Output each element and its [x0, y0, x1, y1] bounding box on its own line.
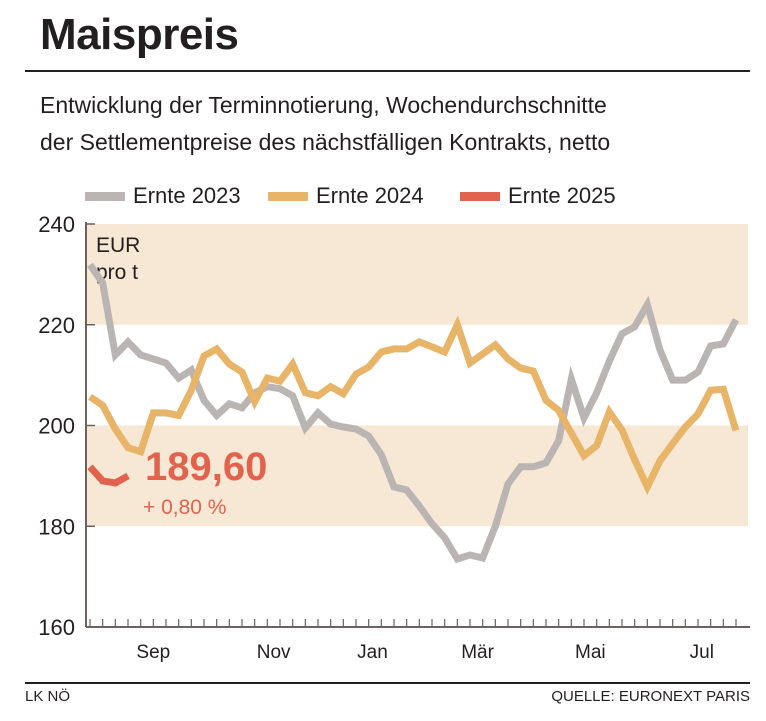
legend-item-2023: Ernte 2023 — [85, 183, 241, 209]
subtitle-line-2: der Settlementpreise des nächstfälligen … — [40, 129, 611, 155]
last-value-label: 189,60 — [145, 445, 267, 489]
series-line-ernte-2023 — [87, 262, 740, 564]
x-month-label: Sep — [136, 642, 170, 663]
chart-title: Maispreis — [40, 10, 239, 59]
subtitle-line-1: Entwicklung der Terminnotierung, Wochend… — [40, 92, 607, 118]
series-line-ernte-2025 — [87, 464, 130, 487]
y-tick-label: 240 — [38, 212, 75, 237]
x-month-label: Jul — [690, 642, 714, 663]
footer-source-right: QUELLE: EURONEXT PARIS — [551, 688, 750, 705]
footer-rule — [25, 682, 750, 684]
y-unit-label: EUR — [96, 234, 140, 257]
legend-item-2024: Ernte 2024 — [268, 183, 424, 209]
x-month-label: Mär — [461, 642, 494, 663]
y-tick-label: 220 — [38, 313, 75, 338]
band-1 — [86, 224, 748, 325]
x-month-label: Nov — [257, 642, 291, 663]
y-tick-label: 200 — [38, 414, 75, 439]
footer-source-left: LK NÖ — [25, 688, 71, 705]
x-month-label: Mai — [575, 642, 606, 663]
x-month-label: Jan — [357, 642, 388, 663]
y-unit-label: pro t — [96, 261, 138, 284]
legend-item-2025: Ernte 2025 — [460, 183, 616, 209]
y-tick-label: 160 — [38, 615, 75, 640]
title-rule — [25, 70, 750, 72]
series-line-ernte-2024 — [88, 315, 740, 496]
y-tick-label: 180 — [38, 514, 75, 539]
band-0 — [86, 425, 748, 527]
change-label: + 0,80 % — [143, 496, 226, 519]
